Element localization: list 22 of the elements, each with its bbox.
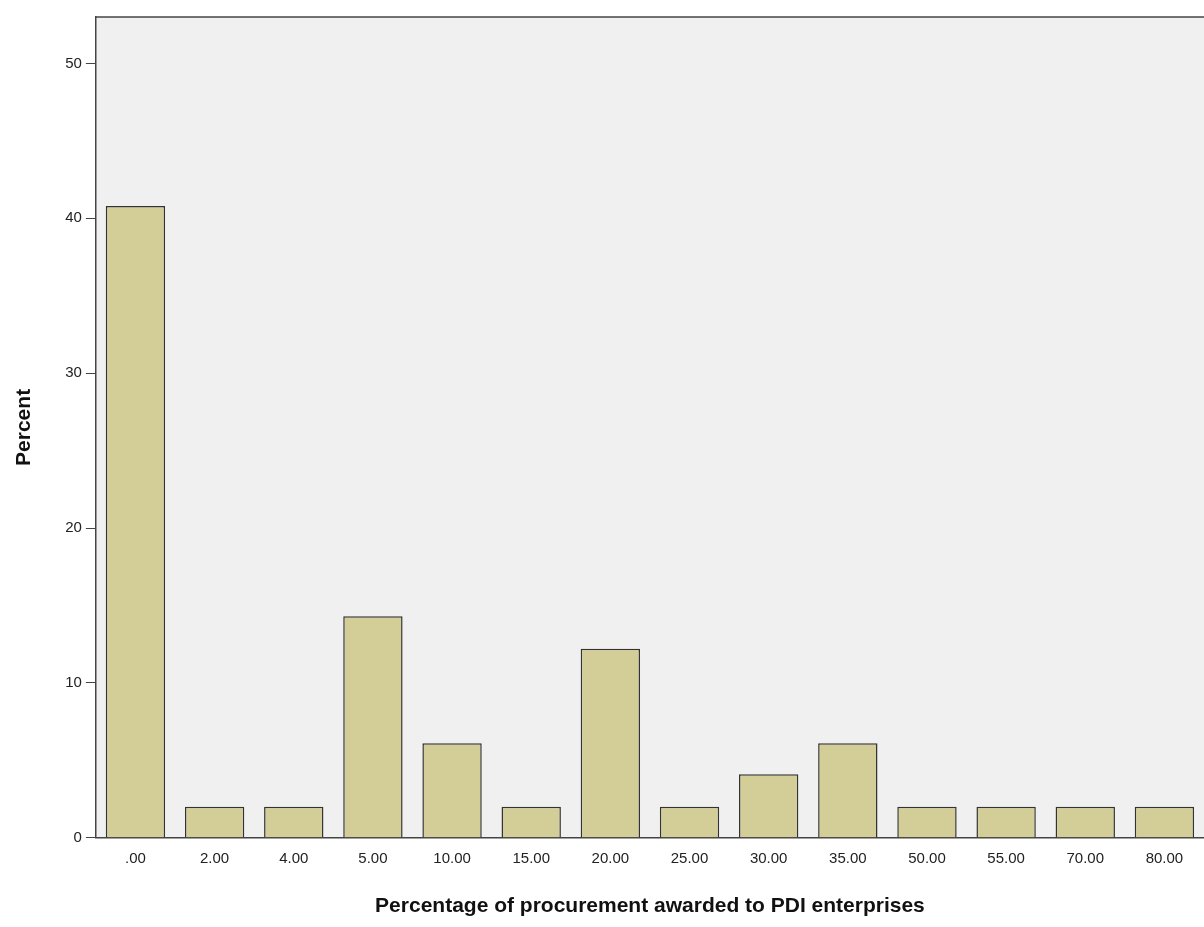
y-tick-label: 20 [65,518,82,536]
y-tick-label: 50 [65,53,82,71]
x-tick-label: 4.00 [279,848,309,866]
x-tick-label: 15.00 [512,848,550,866]
x-tick-label: 10.00 [433,848,471,866]
x-tick-label: 5.00 [358,848,388,866]
x-tick-label: 2.00 [200,848,230,866]
x-tick-label: 35.00 [829,848,867,866]
x-tick-label: .00 [125,848,146,866]
x-tick-label: 20.00 [591,848,630,866]
x-tick-label: 25.00 [670,848,709,866]
y-tick-label: 30 [65,363,82,381]
y-tick-label: 40 [65,208,82,226]
x-tick-label: 80.00 [1145,848,1184,866]
y-tick-label: 10 [65,673,82,691]
y-axis-title: Percent [11,388,35,466]
x-tick-label: 30.00 [749,848,788,866]
x-axis-title: Percentage of procurement awarded to PDI enterprises [375,893,925,917]
x-tick-label: 50.00 [908,848,946,866]
x-tick-label: 55.00 [987,848,1025,866]
x-tick-label: 70.00 [1066,848,1105,866]
y-tick-label: 0 [73,827,82,845]
